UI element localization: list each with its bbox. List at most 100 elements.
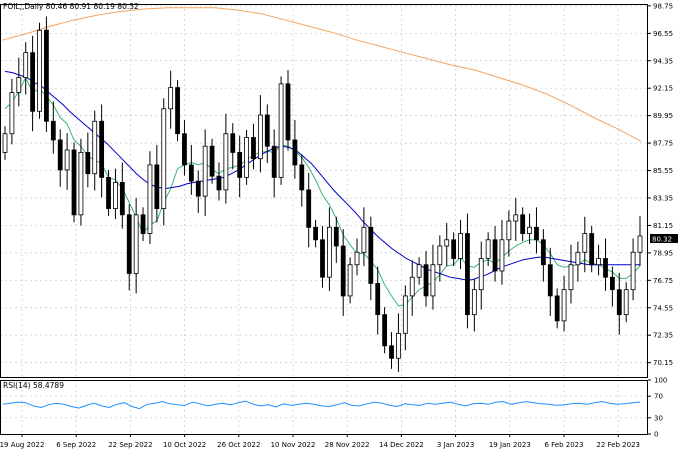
x-tick-label: 10 Nov 2022 [271,441,316,449]
candle-up [430,264,436,297]
candle-up [327,226,332,278]
candle-up [78,152,84,216]
candle-down [340,245,346,297]
candle-up [499,239,505,272]
candle-up [478,258,484,291]
candle-down [382,314,388,347]
candle-up [561,289,567,322]
candle-down [126,214,132,274]
candle-up [471,289,477,316]
candle-up [278,83,284,178]
candle-down [195,180,201,197]
candle-down [423,264,429,297]
candle-down [451,239,457,259]
candle-down [188,164,194,182]
candle-up [506,220,512,241]
current-price-label: 80.32 [652,236,672,244]
candle-down [313,226,318,241]
candle-down [589,233,595,266]
axes: 98.75 96.55 94.35 92.15 89.95 87.75 85.55 83.35… [0,2,673,449]
y-tick-label: 89.95 [653,112,673,120]
candle-up [202,145,208,197]
candle-up [133,214,139,274]
candle-down [251,137,256,160]
candle-up [630,251,636,291]
rsi-line [2,400,641,410]
x-tick-label: 6 Feb 2023 [544,441,583,449]
candle-down [492,239,498,272]
candle-down [50,120,56,141]
candle-up [64,149,70,171]
candle-down [292,139,298,166]
candle-down [154,164,160,209]
candle-up [416,264,422,278]
y-tick-label: 83.35 [653,194,673,202]
candle-up [244,137,249,178]
x-tick-label: 28 Nov 2022 [325,441,370,449]
candle-down [85,152,91,175]
candle-down [209,145,215,177]
x-tick-label: 19 Jan 2023 [489,441,531,449]
candle-up [458,233,463,259]
candle-up [402,295,408,334]
candle-up [361,226,367,253]
rsi-series [2,400,641,410]
rsi-tick-label: 70 [654,393,663,401]
candle-up [568,264,574,291]
candle-down [540,239,546,266]
candle-down [30,52,36,112]
candle-down [271,145,277,178]
candle-up [168,87,174,110]
candle-up [575,251,581,266]
symbol-header: FOIL,,Daily 80.46 80.91 80.19 80.32 [3,2,139,11]
candle-up [257,114,263,160]
candle-down [57,139,63,171]
candle-down [44,29,49,122]
candle-down [375,283,381,316]
candle-up [2,133,8,153]
candle-up [596,258,601,266]
x-tick-label: 26 Oct 2022 [217,441,260,449]
x-tick-label: 6 Sep 2022 [56,441,96,449]
candle-down [140,214,146,234]
current-price-box [650,234,678,243]
candle-down [333,226,339,247]
rsi-tick-label: 100 [654,377,667,385]
candle-down [547,264,553,297]
candle-down [71,149,77,216]
candle-up [147,164,153,234]
candle-down [119,181,125,216]
candle-down [182,133,187,166]
candle-up [527,226,532,234]
y-tick-label: 98.75 [653,2,673,10]
candle-down [603,258,608,278]
candlestick-series [2,16,643,373]
y-tick-label: 87.75 [653,140,673,148]
candle-down [237,152,243,178]
candle-up [354,251,360,266]
candle-up [16,77,22,93]
candle-down [320,239,325,278]
candle-down [616,289,622,316]
main-grid [0,4,648,377]
y-tick-label: 78.95 [653,249,673,257]
candle-down [520,214,526,234]
x-tick-label: 22 Feb 2023 [596,441,640,449]
candle-up [37,29,42,112]
ma-mid-line [4,70,640,281]
candle-up [437,245,443,266]
candle-up [485,239,491,259]
candle-up [396,332,401,359]
ma-slow-line [1,7,642,142]
candle-down [216,175,222,191]
rsi-frame [0,380,648,435]
candle-down [534,226,539,241]
candle-up [347,264,353,297]
candle-up [444,239,450,247]
y-tick-label: 76.75 [653,277,673,285]
candle-down [230,133,236,153]
candle-up [582,233,588,253]
y-tick-label: 81.15 [653,222,673,230]
candle-down [465,233,470,316]
